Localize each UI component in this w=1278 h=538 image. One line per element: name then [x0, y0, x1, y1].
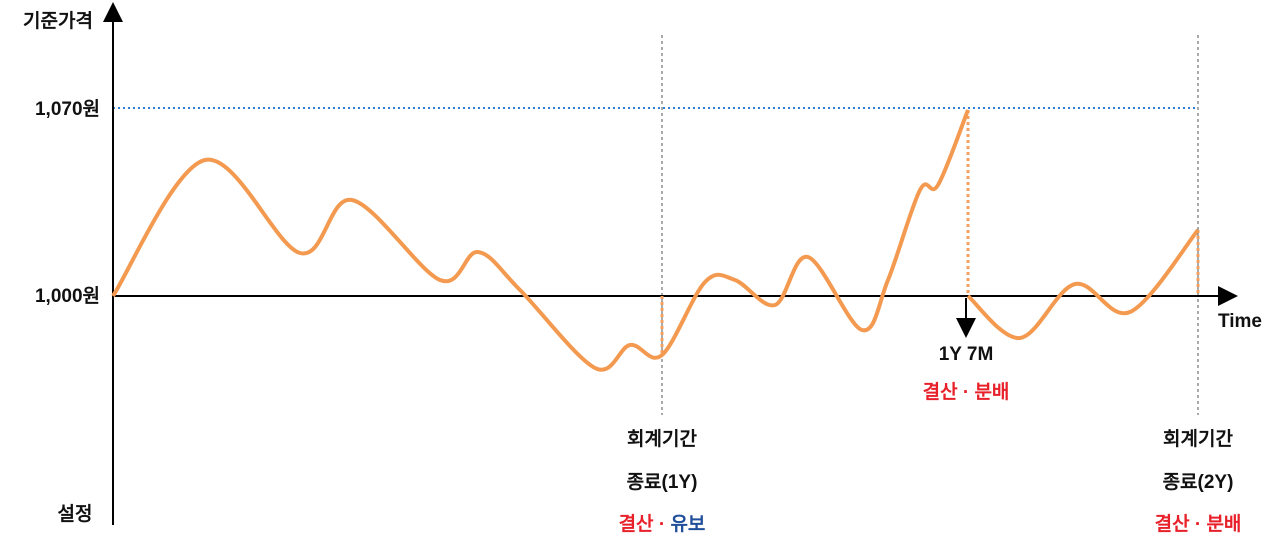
event-action: 결산 · 분배: [923, 381, 1010, 403]
y-high-label: 1,070원: [35, 98, 100, 120]
period-label: 회계기간: [627, 428, 697, 450]
period-label: 회계기간: [1163, 428, 1233, 450]
period-action: 결산 · 분배: [1155, 513, 1242, 535]
period-action: 결산 · 유보: [619, 513, 706, 535]
price-curve: [111, 109, 970, 372]
y-base-label: 1,000원: [35, 285, 100, 307]
period-label: 종료(1Y): [627, 472, 698, 493]
origin-label: 설정: [58, 503, 93, 525]
period-label: 종료(2Y): [1163, 472, 1234, 493]
action-part: 유보: [670, 513, 705, 535]
event-time: 1Y 7M: [939, 344, 994, 365]
x-axis-label: Time: [1218, 311, 1262, 332]
action-part: 결산 ·: [619, 513, 671, 535]
y-axis-label: 기준가격: [23, 10, 93, 32]
price-curve: [966, 228, 1200, 340]
